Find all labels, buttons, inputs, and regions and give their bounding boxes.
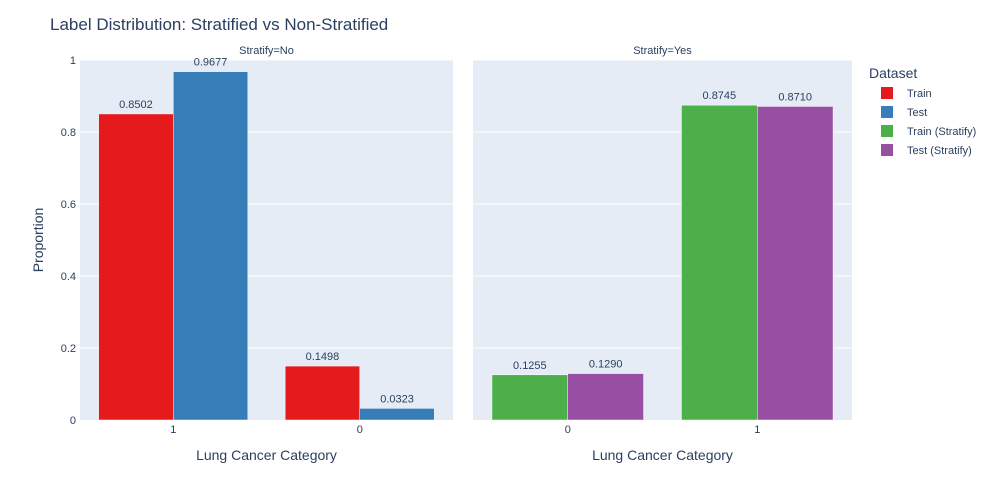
bar xyxy=(173,71,249,421)
legend: Dataset Train Test Train (Stratify) Test (S… xyxy=(869,65,976,157)
bar-value-label: 0.1290 xyxy=(589,359,623,371)
bar-value-label: 0.1255 xyxy=(513,360,547,372)
y-tick-label: 0.8 xyxy=(61,127,76,139)
y-tick-label: 0.4 xyxy=(61,271,76,283)
legend-swatch xyxy=(881,87,893,99)
legend-title: Dataset xyxy=(869,65,917,81)
bars: 0.1255 0.1290 0.8745 0.8710 xyxy=(491,90,834,421)
y-tick-label: 1 xyxy=(70,55,76,67)
bar-value-label: 0.8710 xyxy=(778,91,812,103)
y-tick-label: 0.6 xyxy=(61,199,76,211)
legend-label: Train (Stratify) xyxy=(907,126,976,138)
x-axis-label-stratify-yes: Lung Cancer Category xyxy=(592,447,733,463)
bars: 0.8502 0.9677 0.1498 0.0323 xyxy=(98,57,435,421)
bar-value-label: 0.9677 xyxy=(194,57,228,69)
bar xyxy=(757,106,834,421)
bar xyxy=(359,408,435,421)
bar xyxy=(98,113,174,421)
legend-label: Test (Stratify) xyxy=(907,145,972,157)
legend-item[interactable]: Test xyxy=(881,106,927,119)
legend-label: Train xyxy=(907,88,932,100)
x-tick-label: 1 xyxy=(754,424,760,436)
bar-value-label: 0.1498 xyxy=(306,351,340,363)
bar-value-label: 0.8502 xyxy=(119,99,153,111)
facet-title-stratify-yes: Stratify=Yes xyxy=(633,45,692,57)
legend-item[interactable]: Train (Stratify) xyxy=(881,125,976,138)
bar xyxy=(491,374,569,421)
bar xyxy=(567,373,644,421)
bar xyxy=(284,365,360,421)
y-tick-label: 0 xyxy=(70,415,76,427)
legend-swatch xyxy=(881,125,893,137)
y-tick-label: 0.2 xyxy=(61,343,76,355)
facet-title-stratify-no: Stratify=No xyxy=(239,45,294,57)
x-tick-label: 0 xyxy=(357,424,363,436)
legend-items: Train Test Train (Stratify) Test (Stratify) xyxy=(881,87,976,157)
legend-item[interactable]: Train xyxy=(881,87,932,100)
x-tick-label: 1 xyxy=(170,424,176,436)
chart-title: Label Distribution: Stratified vs Non-St… xyxy=(50,15,388,34)
bar xyxy=(681,104,758,421)
legend-swatch xyxy=(881,106,893,118)
y-tick-labels: 0 0.2 0.4 0.6 0.8 1 xyxy=(61,55,76,427)
legend-item[interactable]: Test (Stratify) xyxy=(881,144,972,157)
bar-value-label: 0.8745 xyxy=(703,90,737,102)
x-tick-label: 0 xyxy=(565,424,571,436)
bar-value-label: 0.0323 xyxy=(380,393,414,405)
legend-swatch xyxy=(881,144,893,156)
x-axis-label-stratify-no: Lung Cancer Category xyxy=(196,447,337,463)
legend-label: Test xyxy=(907,107,927,119)
y-axis-label: Proportion xyxy=(30,208,46,273)
